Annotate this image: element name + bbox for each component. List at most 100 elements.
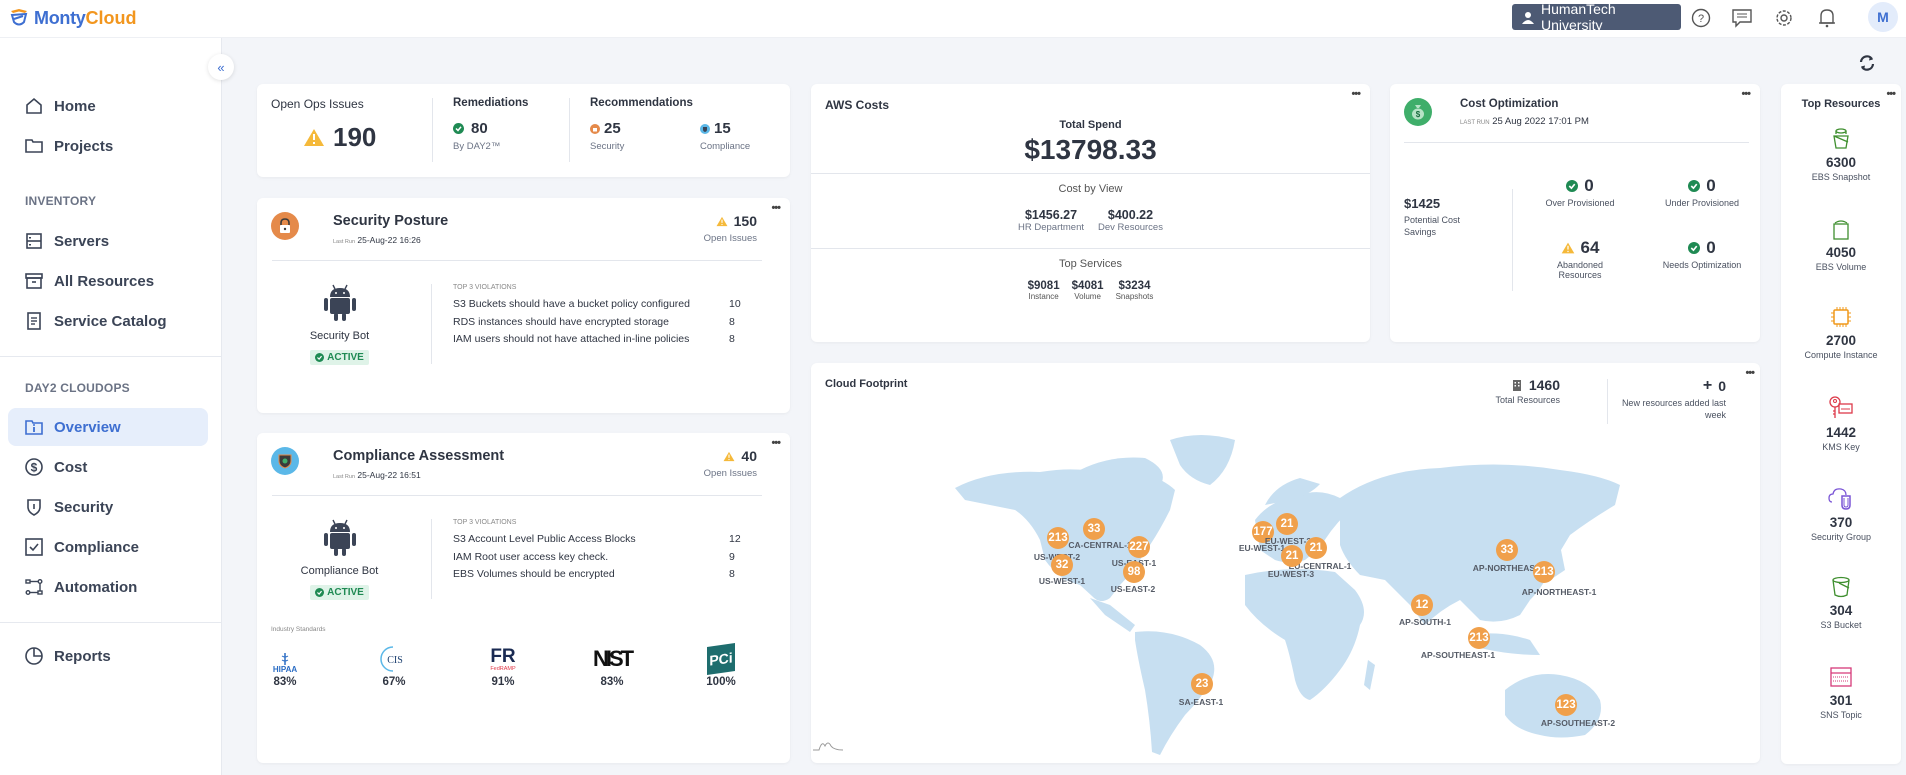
sidebar-item-security[interactable]: Security bbox=[8, 488, 208, 526]
region-pin[interactable]: 23 bbox=[1191, 673, 1213, 695]
sidebar-item-reports[interactable]: Reports bbox=[8, 637, 208, 675]
sidebar-item-projects[interactable]: Projects bbox=[8, 127, 208, 165]
sidebar-item-all-resources[interactable]: All Resources bbox=[8, 262, 208, 300]
cost-optimization-title[interactable]: Cost Optimization bbox=[1460, 98, 1559, 110]
total-spend-value: $13798.33 bbox=[1024, 134, 1157, 165]
violation-row[interactable]: S3 Buckets should have a bucket policy c… bbox=[453, 298, 741, 310]
notifications-bell-icon[interactable] bbox=[1816, 7, 1838, 29]
messages-icon[interactable] bbox=[1731, 7, 1753, 29]
resource-kms-key[interactable]: 1442 KMS Key bbox=[1781, 396, 1901, 452]
resource-security-group[interactable]: 370 Security Group bbox=[1781, 486, 1901, 542]
needs-optimization-metric[interactable]: 0 Needs Optimization bbox=[1662, 238, 1742, 270]
standard-cis[interactable]: CIS 67% bbox=[364, 644, 424, 688]
montycloud-logo[interactable]: Monty Cloud bbox=[8, 7, 137, 29]
more-options-icon[interactable]: ••• bbox=[1886, 88, 1896, 100]
check-circle-icon bbox=[453, 123, 464, 134]
standard-pct: 67% bbox=[382, 676, 406, 688]
remediations-value[interactable]: 80 bbox=[453, 120, 488, 137]
violation-row[interactable]: RDS instances should have encrypted stor… bbox=[453, 316, 735, 328]
region-pin[interactable]: 98 bbox=[1123, 561, 1145, 583]
service-item[interactable]: $4081 Volume bbox=[1071, 280, 1104, 301]
open-issues-value[interactable]: 40 bbox=[723, 448, 757, 464]
security-recommendations[interactable]: 25 bbox=[590, 120, 621, 137]
standard-fedramp[interactable]: FR FedRAMP 91% bbox=[473, 644, 533, 689]
standard-hipaa[interactable]: HIPAA 83% bbox=[255, 644, 315, 688]
region-pin[interactable]: 227 bbox=[1128, 536, 1150, 558]
service-item[interactable]: $9081 Instance bbox=[1027, 280, 1060, 301]
sidebar-item-home[interactable]: Home bbox=[8, 87, 208, 125]
kms-key-icon bbox=[1829, 396, 1853, 418]
region-pin[interactable]: 21 bbox=[1305, 537, 1327, 559]
more-options-icon[interactable]: ••• bbox=[771, 202, 781, 214]
region-pin[interactable]: 21 bbox=[1281, 545, 1303, 567]
collapse-sidebar-button[interactable]: « bbox=[208, 54, 234, 80]
user-avatar[interactable]: M bbox=[1868, 2, 1898, 32]
region-pin[interactable]: 12 bbox=[1411, 594, 1433, 616]
sidebar-item-label: Home bbox=[54, 97, 96, 115]
sidebar-item-cost[interactable]: $ Cost bbox=[8, 448, 208, 486]
open-issues-value[interactable]: 150 bbox=[716, 213, 757, 229]
region-pin[interactable]: 213 bbox=[1468, 627, 1490, 649]
document-icon bbox=[27, 312, 41, 330]
violation-row[interactable]: EBS Volumes should be encrypted 8 bbox=[453, 568, 735, 580]
top-resources-card: ••• Top Resources 6300 EBS Snapshot 4050 E… bbox=[1781, 84, 1901, 764]
divider bbox=[432, 98, 433, 162]
security-posture-title[interactable]: Security Posture bbox=[333, 213, 449, 229]
more-options-icon[interactable]: ••• bbox=[1741, 88, 1751, 100]
workflow-icon bbox=[25, 579, 43, 595]
compliance-recommendations[interactable]: 15 bbox=[700, 120, 731, 137]
security-label: Security bbox=[590, 141, 625, 152]
sidebar-item-automation[interactable]: Automation bbox=[8, 568, 208, 606]
more-options-icon[interactable]: ••• bbox=[1351, 88, 1361, 100]
region-label: EU-CENTRAL-1 bbox=[1288, 561, 1352, 571]
resource-ebs-volume[interactable]: 4050 EBS Volume bbox=[1781, 218, 1901, 272]
sidebar-item-label: Service Catalog bbox=[54, 312, 167, 330]
resource-compute-instance[interactable]: 2700 Compute Instance bbox=[1781, 306, 1901, 360]
sidebar-item-compliance[interactable]: Compliance bbox=[8, 528, 208, 566]
sns-topic-icon bbox=[1830, 667, 1852, 687]
region-pin[interactable]: 213 bbox=[1047, 527, 1069, 549]
nist-logo-icon: NIST bbox=[592, 646, 634, 671]
more-options-icon[interactable]: ••• bbox=[1745, 367, 1755, 379]
region-pin[interactable]: 177 bbox=[1252, 521, 1274, 543]
ebs-volume-icon bbox=[1833, 220, 1849, 240]
abandoned-resources-metric[interactable]: 64 Abandoned Resources bbox=[1556, 238, 1604, 280]
region-label: SA-EAST-1 bbox=[1178, 697, 1224, 707]
more-options-icon[interactable]: ••• bbox=[771, 437, 781, 449]
compliance-assessment-card: ••• Compliance Assessment Last Run 25-Au… bbox=[257, 433, 790, 763]
region-pin[interactable]: 213 bbox=[1533, 561, 1555, 583]
sidebar-item-service-catalog[interactable]: Service Catalog bbox=[8, 302, 208, 340]
sidebar bbox=[0, 38, 222, 775]
violation-row[interactable]: S3 Account Level Public Access Blocks 12 bbox=[453, 533, 741, 545]
resource-s3-bucket[interactable]: 304 S3 Bucket bbox=[1781, 576, 1901, 630]
service-item[interactable]: $3234 Snapshots bbox=[1115, 280, 1154, 301]
compute-chip-icon bbox=[1831, 307, 1851, 327]
compliance-title[interactable]: Compliance Assessment bbox=[333, 448, 505, 464]
region-pin[interactable]: 21 bbox=[1276, 513, 1298, 535]
standard-nist[interactable]: NIST 83% bbox=[582, 644, 642, 688]
check-circle-icon bbox=[315, 353, 325, 362]
standard-pci[interactable]: PCi 100% bbox=[691, 643, 751, 688]
open-issues-count: 150 bbox=[733, 213, 757, 229]
refresh-button[interactable] bbox=[1858, 54, 1876, 77]
region-pin[interactable]: 32 bbox=[1051, 554, 1073, 576]
resource-sns-topic[interactable]: 301 SNS Topic bbox=[1781, 666, 1901, 720]
region-pin[interactable]: 123 bbox=[1555, 694, 1577, 716]
resource-ebs-snapshot[interactable]: 6300 EBS Snapshot bbox=[1781, 128, 1901, 182]
sidebar-item-servers[interactable]: Servers bbox=[8, 222, 208, 260]
cost-view-item[interactable]: $1456.27 HR Department bbox=[1018, 208, 1085, 233]
violation-row[interactable]: IAM users should not have attached in-li… bbox=[453, 333, 735, 345]
region-label: EU-WEST-3 bbox=[1267, 569, 1315, 579]
cost-view-item[interactable]: $400.22 Dev Resources bbox=[1098, 208, 1163, 233]
region-pin[interactable]: 33 bbox=[1083, 518, 1105, 540]
over-provisioned-metric[interactable]: 0 Over Provisioned bbox=[1545, 176, 1615, 208]
help-icon[interactable]: ? bbox=[1690, 7, 1712, 29]
region-pin[interactable]: 33 bbox=[1496, 539, 1518, 561]
under-provisioned-metric[interactable]: 0 Under Provisioned bbox=[1664, 176, 1740, 208]
violation-row[interactable]: IAM Root user access key check. 9 bbox=[453, 551, 735, 563]
dollar-icon: $ bbox=[25, 458, 43, 476]
fedramp-logo-icon: FR FedRAMP bbox=[490, 645, 516, 672]
settings-gear-icon[interactable] bbox=[1773, 7, 1795, 29]
organization-button[interactable]: HumanTech University bbox=[1512, 1, 1681, 33]
sidebar-item-overview[interactable]: Overview bbox=[8, 408, 208, 446]
